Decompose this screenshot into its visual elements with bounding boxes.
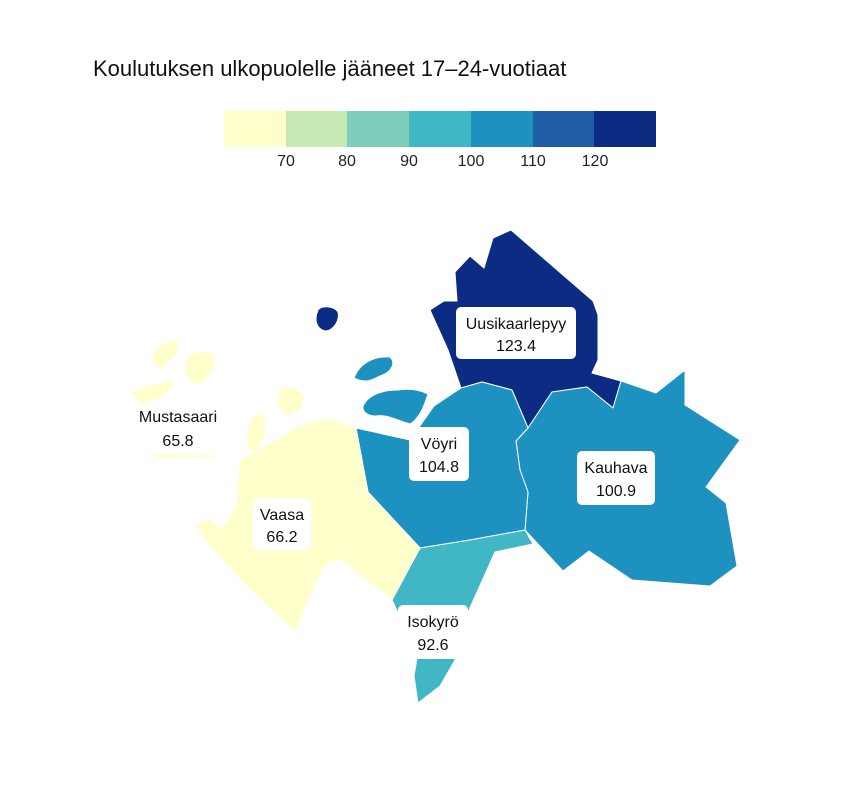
label-vaasa: Vaasa 66.2 [253,498,311,550]
region-shape [362,388,429,425]
region-name: Kauhava [584,460,647,477]
region-name: Isokyrö [407,614,459,631]
region-shape [353,356,394,382]
label-mustasaari: Mustasaari 65.8 [139,409,217,450]
legend-tick-label: 80 [338,153,356,170]
label-kauhava: Kauhava 100.9 [577,451,655,505]
legend-tick-label: 70 [277,153,295,170]
legend-swatch [594,111,657,147]
legend-tick-label: 90 [400,153,418,170]
region-value: 65.8 [162,433,193,450]
label-voyri: Vöyri 104.8 [409,427,469,481]
region-name: Vaasa [260,507,304,524]
region-name: Uusikaarlepyy [466,316,566,333]
legend-tick-label: 100 [457,153,485,170]
region-name: Mustasaari [139,409,217,426]
region-value: 66.2 [266,529,297,546]
region-shape [129,379,176,405]
region-shape [151,340,179,369]
legend-swatch [409,111,471,147]
region-shape [145,452,221,459]
region-value: 123.4 [496,338,536,355]
legend-swatch [285,111,348,147]
legend-swatch [532,111,595,147]
legend-swatch [224,111,286,147]
label-isokyro: Isokyrö 92.6 [398,605,468,659]
label-uusikaarlepyy: Uusikaarlepyy 123.4 [456,307,576,359]
region-shape [277,386,305,417]
region-value: 104.8 [419,459,459,476]
region-shape [315,306,339,332]
region-shape [246,413,267,453]
legend-swatch [470,111,533,147]
legend-tick-label: 110 [520,153,546,170]
region-value: 100.9 [596,483,636,500]
region-name: Vöyri [421,436,457,453]
region-value: 92.6 [417,637,448,654]
legend-tick-label: 120 [581,153,609,170]
region-mustasaari[interactable] [129,340,305,459]
legend-swatch [347,111,410,147]
color-legend [224,111,657,147]
map-title: Koulutuksen ulkopuolelle jääneet 17–24-v… [93,56,567,81]
region-shape [184,350,215,385]
